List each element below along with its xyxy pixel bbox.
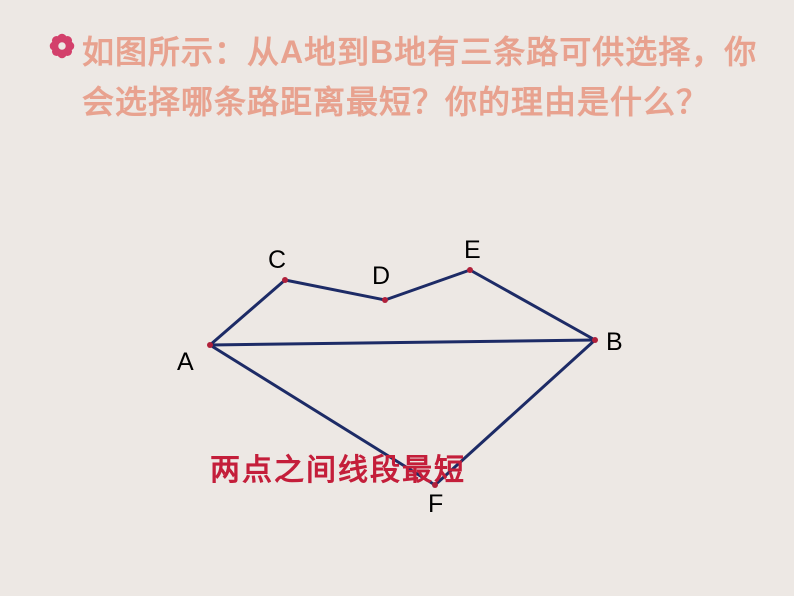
geometry-diagram: 两点之间线段最短 A B C D E F (150, 230, 670, 580)
answer-text: 两点之间线段最短 (210, 445, 466, 489)
node-label-c: C (268, 246, 286, 275)
node-label-f: F (428, 490, 443, 519)
diagram-svg (150, 230, 670, 580)
node-point-b (592, 337, 598, 343)
node-point-d (382, 297, 388, 303)
question-text: 如图所示：从A地到B地有三条路可供选择，你会选择哪条路距离最短？你的理由是什么？ (82, 28, 764, 127)
question-block: 如图所示：从A地到B地有三条路可供选择，你会选择哪条路距离最短？你的理由是什么？ (48, 28, 764, 127)
path-line (210, 270, 595, 345)
node-label-d: D (372, 262, 390, 291)
node-point-a (207, 342, 213, 348)
node-point-c (282, 277, 288, 283)
path-line (210, 340, 595, 345)
node-label-e: E (464, 236, 481, 265)
node-label-a: A (177, 348, 194, 377)
node-point-e (467, 267, 473, 273)
flower-bullet-icon (48, 32, 76, 60)
node-label-b: B (606, 328, 623, 357)
